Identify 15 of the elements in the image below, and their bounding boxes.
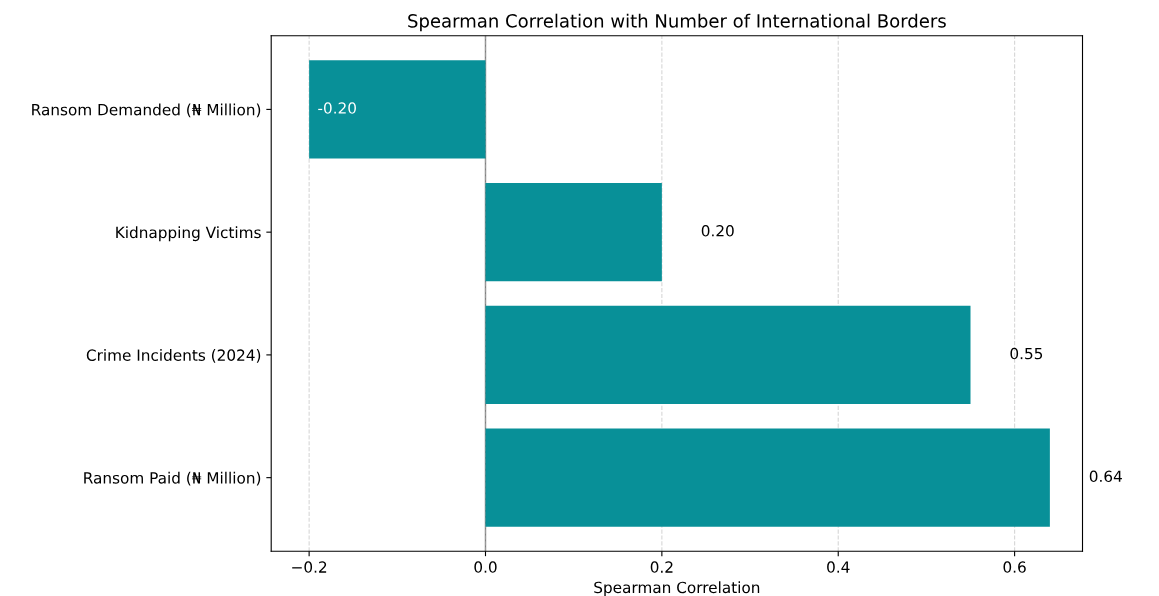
data-label: 0.64: [1089, 470, 1122, 483]
data-label: 0.20: [701, 225, 734, 237]
y-tick-label: Kidnapping Victims: [116, 226, 261, 242]
x-tick-label: 0.2: [650, 561, 673, 573]
x-axis-title: Spearman Correlation: [594, 581, 760, 596]
data-label: -0.20: [318, 102, 356, 114]
chart-title: Spearman Correlation with Number of International Borders: [408, 13, 946, 32]
x-tick-label: 0.4: [827, 561, 850, 573]
x-tick-label: 0.6: [1003, 561, 1026, 573]
y-tick-label: Ransom Demanded (₦ Million): [32, 103, 261, 118]
y-tick-label: Ransom Paid (₦ Million): [84, 471, 261, 486]
x-tick-label: 0.0: [474, 561, 497, 573]
data-label: 0.55: [1010, 347, 1043, 360]
x-tick-label: −0.2: [292, 561, 327, 573]
y-tick-label: Crime Incidents (2024): [86, 349, 261, 363]
